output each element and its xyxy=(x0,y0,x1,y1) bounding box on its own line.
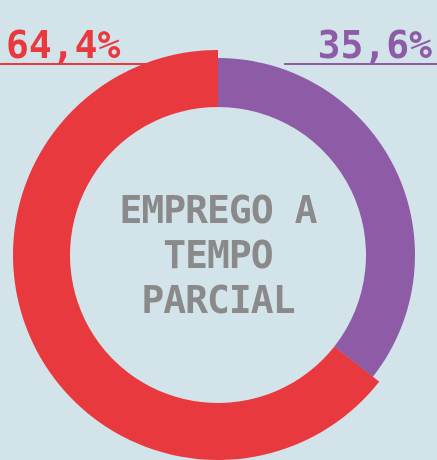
value-label: 64,4% xyxy=(6,23,121,67)
donut-segment xyxy=(218,58,416,377)
donut-segment xyxy=(12,50,380,460)
value-label: 35,6% xyxy=(318,23,433,67)
chart-title: EMPREGO A TEMPO PARCIAL xyxy=(119,188,318,322)
